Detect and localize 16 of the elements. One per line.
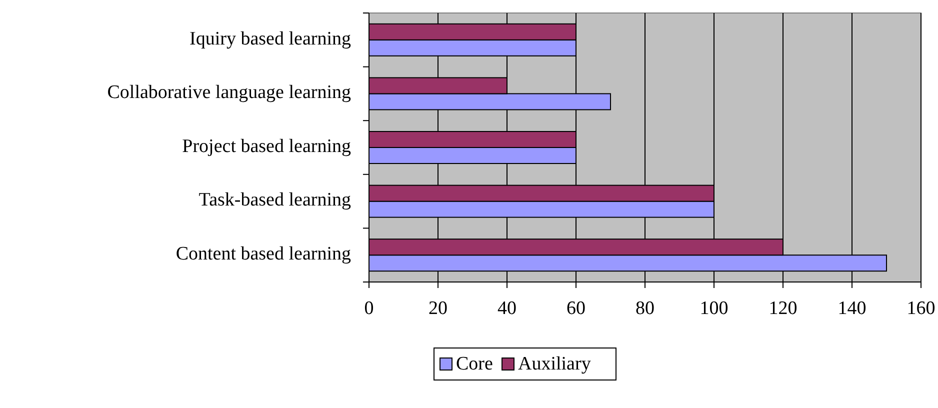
y-tick-label: Collaborative language learning (107, 82, 352, 104)
y-tick-label: Content based learning (176, 243, 352, 264)
x-tick-label: 80 (636, 298, 654, 319)
x-tick-label: 40 (498, 298, 516, 319)
x-tick-label: 20 (428, 298, 448, 319)
y-tick-label: Project based learning (182, 136, 352, 157)
x-tick-label: 120 (768, 298, 798, 319)
y-tick-label: Task-based learning (198, 190, 352, 211)
x-tick-label: 160 (906, 298, 936, 319)
legend-label: Core (456, 353, 493, 374)
y-tick-label: Iquiry based learning (190, 28, 352, 50)
x-tick-label: 60 (566, 298, 586, 319)
x-tick-label: 100 (700, 298, 728, 319)
x-tick-label: 140 (838, 298, 866, 319)
legend-label: Auxiliary (518, 353, 592, 374)
x-tick-label: 0 (364, 298, 374, 319)
